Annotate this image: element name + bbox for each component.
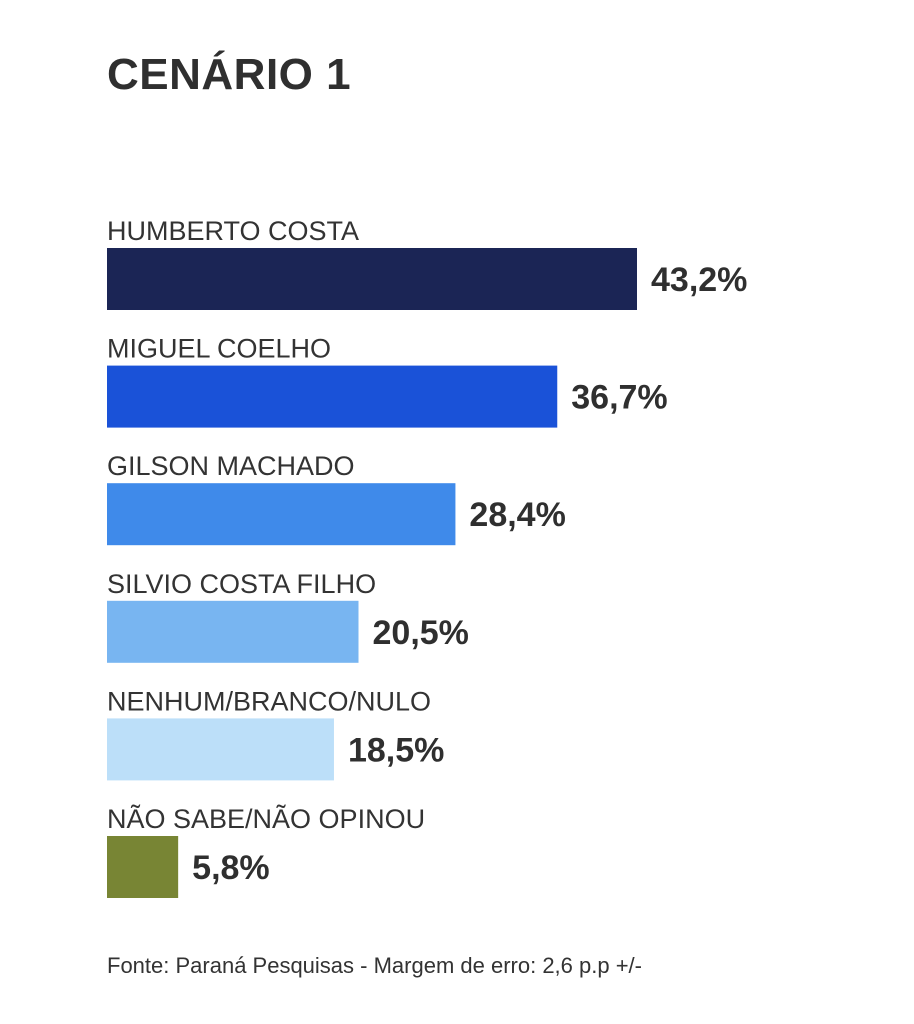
bar-value-label: 5,8%	[192, 849, 270, 887]
bar-category-label: GILSON MACHADO	[107, 451, 355, 481]
bar-chart: HUMBERTO COSTA 43,2% MIGUEL COELHO 36,7% GIL…	[107, 216, 747, 898]
chart-title: CENÁRIO 1	[107, 50, 352, 99]
bar	[107, 483, 456, 546]
bar	[107, 365, 558, 428]
bar-value-label: 36,7%	[571, 379, 667, 417]
bar-category-label: MIGUEL COELHO	[107, 334, 331, 364]
bar-value-label: 20,5%	[373, 614, 469, 652]
bar-value-label: 18,5%	[348, 731, 444, 769]
bar	[107, 248, 637, 310]
source-note: Fonte: Paraná Pesquisas - Margem de erro…	[107, 953, 642, 978]
bar-category-label: SILVIO COSTA FILHO	[107, 569, 376, 599]
bar-category-label: NÃO SABE/NÃO OPINOU	[107, 803, 425, 834]
bar	[107, 718, 334, 781]
bar-category-label: HUMBERTO COSTA	[107, 216, 359, 246]
bar	[107, 600, 359, 663]
bar-category-label: NENHUM/BRANCO/NULO	[107, 686, 431, 716]
bar-value-label: 43,2%	[651, 261, 747, 299]
bar-value-label: 28,4%	[469, 496, 565, 534]
bar	[107, 836, 179, 898]
